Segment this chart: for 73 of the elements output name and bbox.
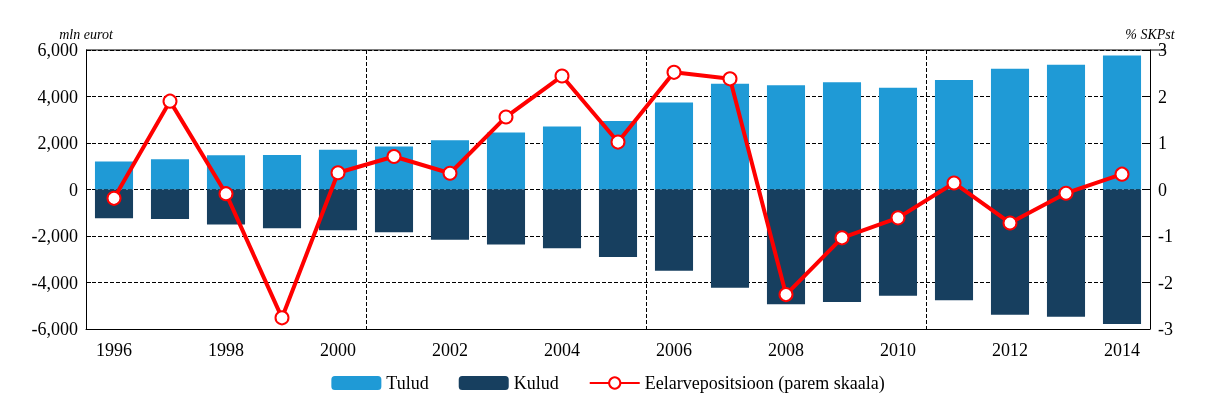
y2-tick-label: 3	[1158, 40, 1167, 60]
bar	[878, 87, 918, 190]
point	[1002, 215, 1018, 231]
bar	[1046, 64, 1086, 190]
bar	[766, 85, 806, 190]
point	[554, 68, 570, 84]
y-tick-label: 6,000	[37, 40, 78, 60]
bar	[822, 82, 862, 190]
bar	[150, 159, 190, 190]
x-tick-label: 2008	[768, 340, 804, 360]
bar	[990, 189, 1030, 315]
legend-label: Tulud	[386, 373, 429, 393]
point	[834, 230, 850, 246]
point	[722, 71, 738, 87]
y2-tick-label: -3	[1158, 319, 1173, 339]
point	[1114, 166, 1130, 182]
bar	[542, 126, 582, 190]
bar	[598, 189, 638, 257]
bar	[486, 132, 526, 190]
x-tick-label: 1996	[96, 340, 132, 360]
y2-tick-label: 1	[1158, 133, 1167, 153]
bar	[822, 189, 862, 303]
x-tick-label: 2006	[656, 340, 692, 360]
bar	[990, 68, 1030, 190]
y-tick-label: 0	[69, 179, 78, 200]
y-tick-label: 2,000	[37, 133, 78, 153]
bar	[262, 189, 302, 229]
x-tick-label: 2004	[544, 340, 580, 360]
point	[946, 175, 962, 191]
point	[498, 109, 514, 125]
bar	[934, 189, 974, 301]
y-tick-label: -6,000	[31, 319, 78, 339]
bar	[542, 189, 582, 249]
y2-tick-label: -1	[1158, 226, 1173, 246]
bar	[1102, 189, 1142, 324]
bar	[374, 189, 414, 233]
bar	[654, 102, 694, 190]
x-tick-label: 2002	[432, 340, 468, 360]
legend-label: Kulud	[513, 373, 559, 393]
y2-tick-label: -2	[1158, 272, 1173, 293]
x-tick-label: 2014	[1104, 340, 1140, 360]
x-tick-label: 2012	[992, 340, 1028, 360]
point	[274, 310, 290, 326]
y2-tick-label: 0	[1158, 179, 1167, 200]
point	[162, 93, 178, 109]
x-tick-label: 1998	[208, 340, 244, 360]
bar	[878, 189, 918, 296]
bar	[430, 189, 470, 240]
y2-axis-title: % SKPst	[1125, 26, 1176, 42]
y2-tick-label: 2	[1158, 86, 1167, 107]
point	[1058, 185, 1074, 201]
x-tick-label: 2000	[320, 340, 356, 360]
bar	[262, 155, 302, 190]
point	[890, 210, 906, 226]
bar	[934, 79, 974, 190]
bar	[1102, 55, 1142, 190]
y-tick-label: 4,000	[37, 86, 78, 107]
point	[666, 64, 682, 80]
point	[386, 148, 402, 164]
bar	[654, 189, 694, 271]
bar	[1046, 189, 1086, 317]
x-tick-label: 2010	[880, 340, 916, 360]
bar	[486, 189, 526, 245]
legend-label: Eelarvepositsioon (parem skaala)	[644, 373, 885, 394]
bar	[150, 189, 190, 220]
y-tick-label: -4,000	[31, 272, 78, 293]
point	[778, 287, 794, 303]
point	[218, 186, 234, 202]
y-tick-label: -2,000	[31, 226, 78, 246]
point	[610, 134, 626, 150]
bar	[710, 83, 750, 190]
bar	[710, 189, 750, 288]
y-axis-title: mln eurot	[59, 26, 114, 42]
